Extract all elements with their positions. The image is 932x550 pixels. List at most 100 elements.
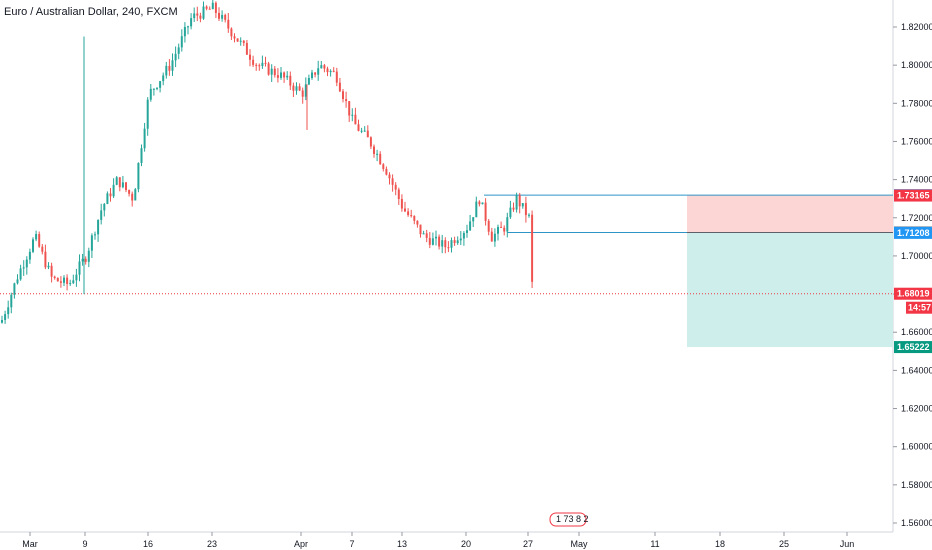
candle-body [509, 207, 512, 218]
candle-body [419, 224, 422, 235]
candle-body [320, 65, 323, 69]
candle-body [304, 84, 307, 97]
events-marker [549, 512, 587, 527]
candle-body [283, 72, 286, 78]
candle-body [521, 203, 524, 207]
x-tick-label: Mar [22, 539, 38, 549]
candle-body [348, 101, 351, 116]
candle-body [19, 268, 22, 280]
candle-body [230, 28, 233, 37]
y-tick-label: 1.70000 [901, 251, 932, 261]
candle-body [239, 40, 242, 42]
candle-body [10, 294, 13, 308]
candle-body [103, 203, 106, 211]
y-tick-label: 1.76000 [901, 136, 932, 146]
y-tick-label: 1.72000 [901, 213, 932, 223]
y-tick-label: 1.62000 [901, 404, 932, 414]
candle-body [286, 75, 289, 78]
candle-body [369, 137, 372, 147]
candle-body [332, 70, 335, 72]
candle-body [360, 130, 363, 132]
x-tick-label: 7 [349, 539, 354, 549]
candle-body [115, 177, 118, 185]
x-tick-label: 11 [650, 539, 659, 549]
candle-body [385, 168, 388, 175]
y-tick-label: 1.82000 [901, 22, 932, 32]
candle-body [13, 283, 16, 295]
candle-body [326, 68, 329, 73]
candle-body [193, 13, 196, 19]
candle-body [134, 189, 137, 201]
candle-body [162, 75, 165, 82]
x-tick-label: 18 [715, 539, 725, 549]
candle-body [500, 226, 503, 228]
y-tick-label: 1.64000 [901, 365, 932, 375]
candle-body [50, 265, 53, 277]
candle-body [329, 70, 332, 73]
candle-body [84, 258, 87, 262]
x-tick-label: 25 [779, 539, 789, 549]
candle-body [159, 81, 162, 88]
candle-body [255, 64, 258, 66]
x-tick-label: 27 [523, 539, 533, 549]
candle-body [227, 19, 230, 29]
candle-body [311, 72, 313, 78]
chart-title: Euro / Australian Dollar, 240, FXCM [4, 6, 178, 18]
candle-body [515, 195, 518, 210]
candle-body [379, 153, 382, 165]
price-tag [894, 189, 932, 202]
candle-body [131, 193, 134, 201]
candle-body [292, 85, 295, 91]
candle-body [196, 13, 199, 16]
candle-body [63, 277, 65, 283]
candle-body [484, 202, 487, 221]
candle-body [469, 221, 472, 231]
candle-body [335, 71, 338, 83]
candle-body [149, 88, 152, 100]
candle-body [503, 227, 506, 232]
candle-body [475, 201, 478, 218]
y-tick-label: 1.78000 [901, 98, 932, 108]
candle-body [453, 240, 456, 244]
candle-body [100, 210, 103, 220]
candle-body [261, 62, 264, 67]
x-tick-label: 16 [143, 539, 153, 549]
candle-body [462, 232, 465, 239]
candle-body [224, 14, 227, 20]
candle-body [376, 153, 379, 155]
candle-body [317, 68, 320, 75]
candle-body [276, 75, 279, 78]
y-tick-label: 1.60000 [901, 442, 932, 452]
candle-body [444, 240, 447, 248]
candle-body [447, 247, 450, 249]
candle-body [109, 193, 112, 197]
candle-body [472, 217, 475, 222]
price-tag [894, 226, 932, 239]
candle-body [174, 53, 177, 61]
candle-body [171, 60, 174, 71]
candle-body [28, 251, 31, 260]
take-profit-zone [687, 232, 893, 348]
price-tag-label: 1.68019 [897, 289, 930, 299]
candle-body [125, 182, 127, 190]
candle-body [78, 261, 81, 275]
candle-body [245, 42, 248, 55]
candle-body [69, 283, 72, 285]
candle-body [187, 26, 189, 28]
candle-body [407, 211, 410, 216]
x-tick-label: Jun [840, 539, 855, 549]
candle-body [177, 47, 180, 54]
candle-body [295, 86, 298, 91]
candle-body [524, 203, 527, 216]
candle-body [75, 274, 78, 281]
candle-body [205, 6, 208, 9]
candle-body [47, 265, 50, 268]
candle-body [528, 214, 530, 216]
candle-body [357, 124, 360, 131]
candle-body [404, 208, 406, 212]
candle-body [270, 68, 273, 75]
candle-body [388, 174, 391, 179]
candle-body [183, 26, 186, 37]
y-tick-label: 1.56000 [901, 518, 932, 528]
candle-body [466, 230, 468, 233]
